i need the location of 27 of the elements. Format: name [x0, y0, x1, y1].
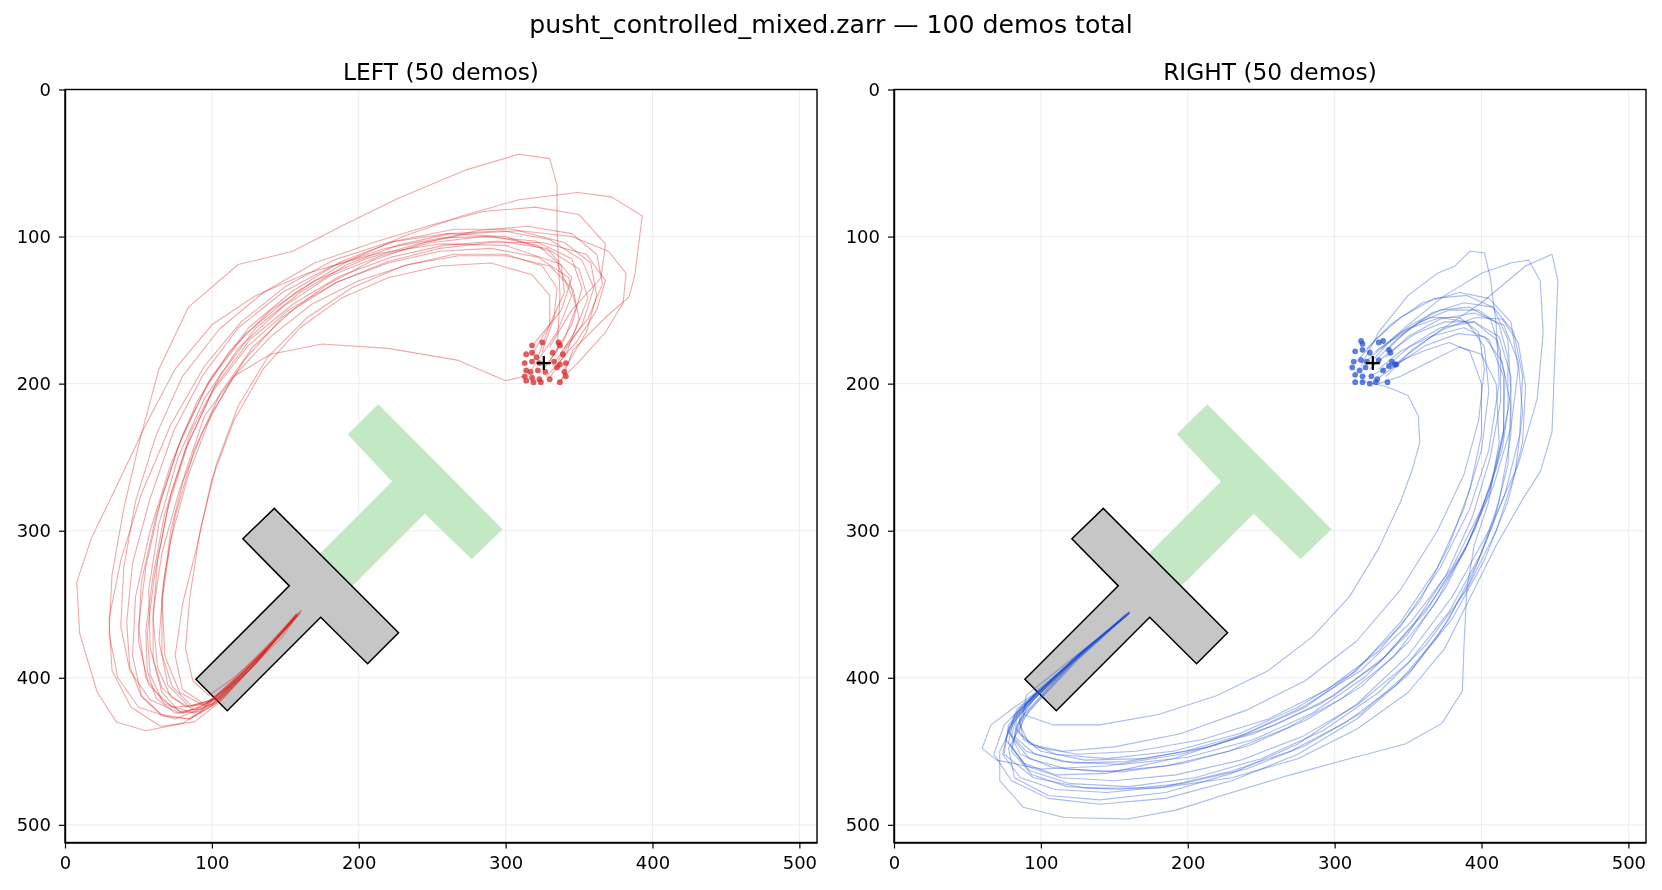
y-tick-label: 400 — [16, 667, 51, 689]
x-tick-label: 300 — [488, 852, 524, 874]
x-tick-label: 300 — [1317, 852, 1353, 874]
y-tick-label: 0 — [39, 78, 51, 100]
x-tick-label: 0 — [888, 852, 901, 874]
x-tick-label: 500 — [782, 852, 818, 874]
y-tick-label: 500 — [845, 814, 880, 836]
x-tick-label: 200 — [1171, 852, 1206, 874]
y-tick-label: 100 — [16, 225, 51, 247]
x-tick-label: 400 — [1464, 852, 1500, 874]
y-tick-label: 400 — [845, 667, 880, 689]
x-tick-label: 0 — [59, 852, 72, 874]
y-tick-label: 0 — [868, 78, 880, 100]
y-tick-label: 200 — [16, 372, 51, 394]
chart-title: LEFT (50 demos) — [343, 57, 539, 85]
y-tick-label: 500 — [16, 814, 51, 836]
x-tick-label: 100 — [1024, 852, 1059, 874]
x-tick-label: 200 — [342, 852, 377, 874]
text: pusht_controlled_mixed.zarr — 100 demos total — [529, 10, 1133, 39]
y-tick-label: 200 — [845, 372, 880, 394]
x-tick-label: 400 — [635, 852, 671, 874]
x-tick-label: 500 — [1611, 852, 1647, 874]
x-tick-label: 100 — [195, 852, 230, 874]
y-tick-label: 300 — [16, 519, 51, 541]
chart-title: RIGHT (50 demos) — [1163, 57, 1377, 85]
y-tick-label: 300 — [845, 519, 880, 541]
y-tick-label: 100 — [845, 225, 880, 247]
